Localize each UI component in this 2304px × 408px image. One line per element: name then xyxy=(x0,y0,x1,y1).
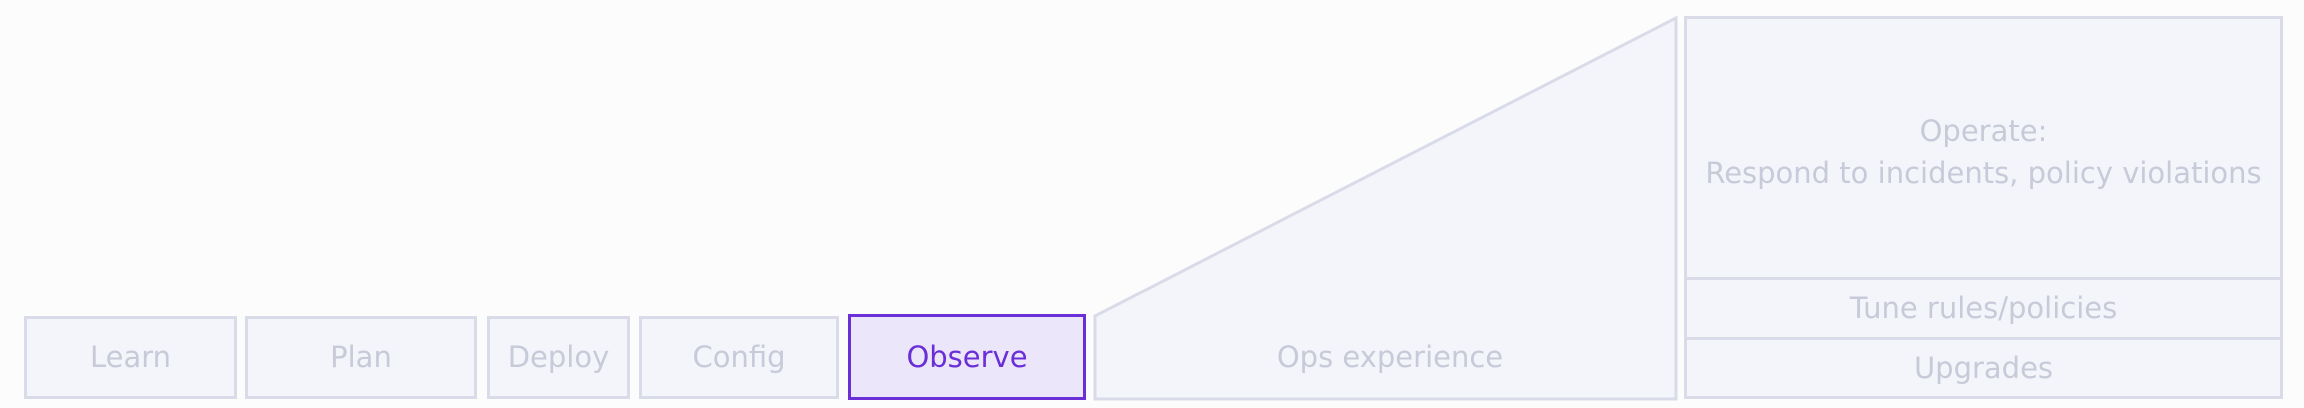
ops-experience-shape xyxy=(1093,15,1678,401)
stage-learn: Learn xyxy=(24,316,237,399)
tune-rules-panel: Tune rules/policies xyxy=(1684,277,2283,340)
upgrades-panel: Upgrades xyxy=(1684,337,2283,399)
stage-deploy-label: Deploy xyxy=(507,340,610,375)
upgrades-label: Upgrades xyxy=(1913,350,2054,385)
stage-learn-label: Learn xyxy=(89,340,172,375)
tune-rules-label: Tune rules/policies xyxy=(1849,291,2118,326)
operate-title: Operate: xyxy=(1919,113,2048,148)
stage-config: Config xyxy=(639,316,839,399)
stage-plan-label: Plan xyxy=(330,340,392,375)
stage-observe: Observe xyxy=(848,314,1086,400)
stage-deploy: Deploy xyxy=(487,316,630,399)
stage-observe-label: Observe xyxy=(906,339,1028,374)
operate-description: Respond to incidents, policy violations xyxy=(1705,156,2262,190)
operate-panel: Operate: Respond to incidents, policy vi… xyxy=(1684,16,2283,280)
stage-config-label: Config xyxy=(692,340,786,375)
ops-experience-label: Ops experience xyxy=(1276,340,1504,374)
stage-plan: Plan xyxy=(245,316,477,399)
